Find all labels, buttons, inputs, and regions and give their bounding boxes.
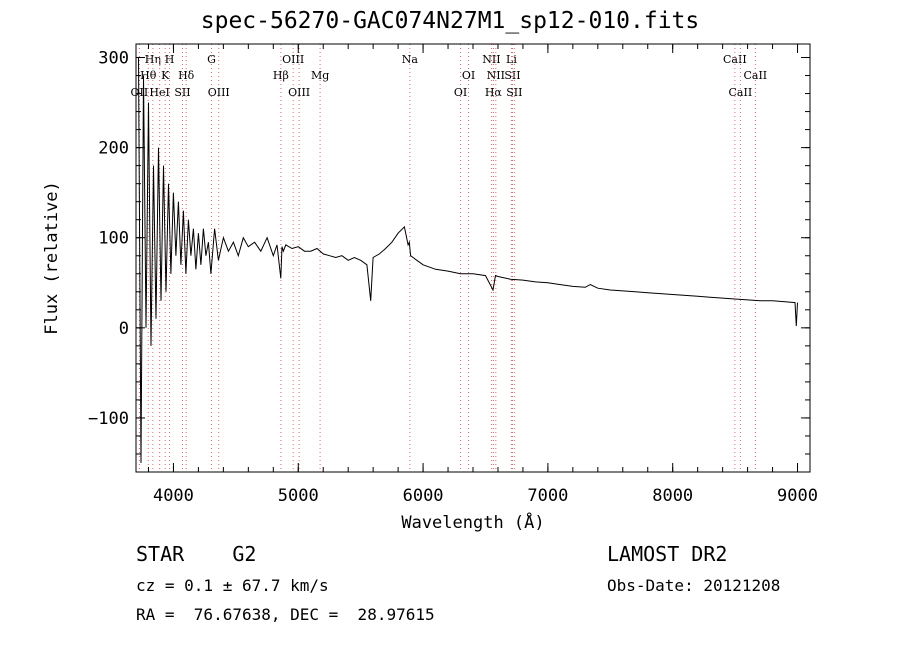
survey-name: LAMOST DR2	[607, 542, 728, 566]
line-marker-label: Hα	[485, 86, 503, 99]
y-tick-label: −100	[88, 409, 129, 429]
line-marker-label: OIII	[288, 86, 310, 99]
x-tick-label: 6000	[403, 486, 444, 506]
y-tick-label: 300	[98, 49, 129, 69]
x-tick-label: 8000	[652, 486, 693, 506]
ra-dec-coordinates: RA = 76.67638, DEC = 28.97615	[136, 605, 435, 624]
x-tick-label: 7000	[527, 486, 568, 506]
line-marker-label: Hη	[145, 53, 161, 66]
x-tick-label: 4000	[153, 486, 194, 506]
line-marker-label: CaII	[729, 86, 753, 99]
line-marker-label: CaII	[743, 69, 767, 82]
line-marker-label: SII	[506, 86, 522, 99]
y-tick-label: 100	[98, 229, 129, 249]
line-marker-label: K	[161, 69, 170, 82]
line-marker-label: NII	[487, 69, 505, 82]
y-tick-label: 0	[119, 319, 129, 339]
line-marker-label: HeI	[149, 86, 169, 99]
line-marker-label: SII	[174, 86, 190, 99]
line-marker-label: Na	[402, 53, 419, 66]
y-tick-label: 200	[98, 139, 129, 159]
redshift-cz: cz = 0.1 ± 67.7 km/s	[136, 576, 329, 595]
line-marker-label: SII	[504, 69, 520, 82]
x-axis-label: Wavelength (Å)	[401, 511, 544, 533]
line-marker-label: Hδ	[178, 69, 195, 82]
spectrum-line	[138, 57, 798, 464]
spectrum-series	[138, 57, 798, 464]
chart-title: spec-56270-GAC074N27M1_sp12-010.fits	[200, 8, 700, 34]
plot-frame	[135, 43, 811, 473]
line-marker-label: OIII	[208, 86, 230, 99]
line-marker-label: G	[207, 53, 216, 66]
line-marker-label: Hθ	[140, 69, 157, 82]
line-marker-label: OI	[454, 86, 467, 99]
y-axis-label: Flux (relative)	[42, 181, 62, 335]
object-class: STAR G2	[136, 542, 257, 566]
line-marker-label: Mg	[311, 69, 329, 82]
x-tick-label: 9000	[777, 486, 818, 506]
line-marker-label: Li	[506, 53, 517, 66]
axes: 4000 5000 6000 7000 8000 9000 −100 0 100 200 300	[88, 44, 818, 506]
line-marker-label: NII	[482, 53, 500, 66]
line-marker-label: CaII	[723, 53, 747, 66]
line-marker-label: H	[165, 53, 175, 66]
line-marker-label: Hβ	[273, 69, 289, 82]
x-tick-label: 5000	[278, 486, 319, 506]
line-marker-label: OII	[131, 86, 149, 99]
observation-date: Obs-Date: 20121208	[607, 576, 781, 595]
line-marker-label: OI	[462, 69, 475, 82]
line-marker-label: OIII	[282, 53, 304, 66]
